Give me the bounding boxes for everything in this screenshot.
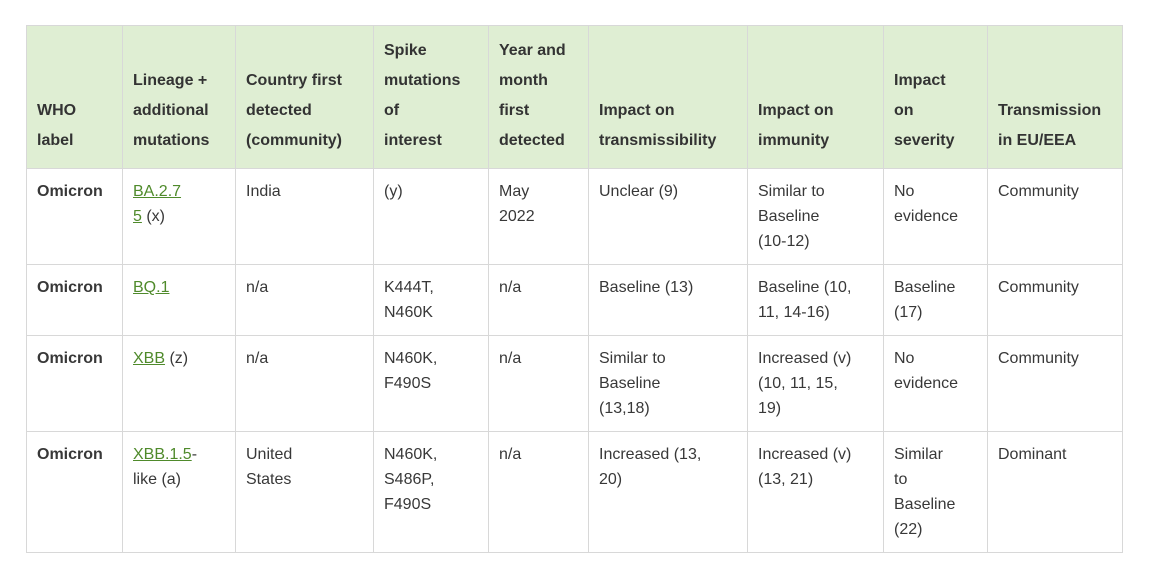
- cell-country: n/a: [235, 335, 374, 432]
- header-row: WHO label Lineage + additional mutations…: [26, 25, 1123, 169]
- table-row: Omicron BQ.1 n/a K444T, N460K n/a Baseli…: [26, 264, 1123, 336]
- column-header-impact-immunity: Impact on immunity: [747, 25, 884, 169]
- lineage-link[interactable]: XBB: [133, 350, 166, 367]
- cell-spike-mutations: (y): [373, 168, 489, 265]
- cell-who-label: Omicron: [26, 431, 123, 553]
- cell-severity: No evidence: [883, 335, 988, 432]
- lineage-link[interactable]: BA.2.7 5: [133, 183, 182, 225]
- cell-first-detected: n/a: [488, 264, 589, 336]
- lineage-suffix: (z): [165, 350, 189, 367]
- column-header-spike-mutations: Spike mutations of interest: [373, 25, 489, 169]
- column-header-country-first-detected: Country first detected (community): [235, 25, 374, 169]
- cell-transmission: Community: [987, 335, 1123, 432]
- cell-country: n/a: [235, 264, 374, 336]
- lineage-suffix: - like (a): [133, 446, 198, 488]
- cell-lineage: BA.2.7 5 (x): [122, 168, 236, 265]
- cell-transmissibility: Increased (13, 20): [588, 431, 748, 553]
- cell-first-detected: n/a: [488, 431, 589, 553]
- lineage-link[interactable]: XBB.1.5: [133, 446, 192, 463]
- cell-lineage: XBB (z): [122, 335, 236, 432]
- column-header-transmission-eu-eea: Transmission in EU/EEA: [987, 25, 1123, 169]
- cell-transmission: Dominant: [987, 431, 1123, 553]
- column-header-impact-severity: Impact on severity: [883, 25, 988, 169]
- column-header-lineage: Lineage + additional mutations: [122, 25, 236, 169]
- variants-of-interest-table: WHO label Lineage + additional mutations…: [26, 25, 1123, 553]
- column-header-impact-transmissibility: Impact on transmissibility: [588, 25, 748, 169]
- cell-transmission: Community: [987, 264, 1123, 336]
- cell-severity: No evidence: [883, 168, 988, 265]
- cell-immunity: Similar to Baseline (10-12): [747, 168, 884, 265]
- cell-country: United States: [235, 431, 374, 553]
- cell-immunity: Increased (v) (10, 11, 15, 19): [747, 335, 884, 432]
- lineage-suffix: (x): [141, 208, 166, 225]
- cell-who-label: Omicron: [26, 168, 123, 265]
- cell-severity: Baseline (17): [883, 264, 988, 336]
- cell-lineage: XBB.1.5- like (a): [122, 431, 236, 553]
- table-row: Omicron XBB (z) n/a N460K, F490S n/a Sim…: [26, 335, 1123, 432]
- cell-immunity: Baseline (10, 11, 14-16): [747, 264, 884, 336]
- cell-spike-mutations: N460K, F490S: [373, 335, 489, 432]
- cell-country: India: [235, 168, 374, 265]
- lineage-link[interactable]: BQ.1: [133, 279, 170, 296]
- cell-lineage: BQ.1: [122, 264, 236, 336]
- cell-transmissibility: Baseline (13): [588, 264, 748, 336]
- cell-spike-mutations: N460K, S486P, F490S: [373, 431, 489, 553]
- column-header-year-month-first-detected: Year and month first detected: [488, 25, 589, 169]
- cell-first-detected: May 2022: [488, 168, 589, 265]
- cell-transmissibility: Unclear (9): [588, 168, 748, 265]
- column-header-who-label: WHO label: [26, 25, 123, 169]
- table-row: Omicron BA.2.7 5 (x) India (y) May 2022 …: [26, 168, 1123, 265]
- cell-immunity: Increased (v) (13, 21): [747, 431, 884, 553]
- cell-first-detected: n/a: [488, 335, 589, 432]
- cell-spike-mutations: K444T, N460K: [373, 264, 489, 336]
- cell-who-label: Omicron: [26, 335, 123, 432]
- cell-severity: Similar to Baseline (22): [883, 431, 988, 553]
- cell-transmission: Community: [987, 168, 1123, 265]
- table-row: Omicron XBB.1.5- like (a) United States …: [26, 431, 1123, 553]
- cell-transmissibility: Similar to Baseline (13,18): [588, 335, 748, 432]
- cell-who-label: Omicron: [26, 264, 123, 336]
